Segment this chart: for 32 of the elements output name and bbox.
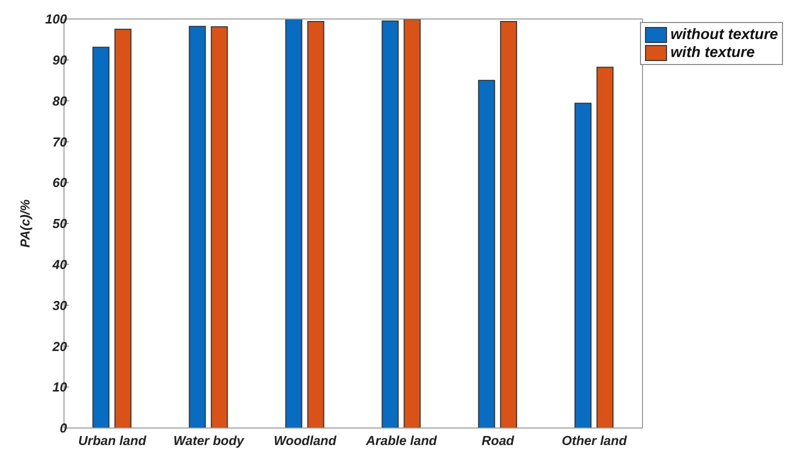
bar bbox=[188, 26, 206, 428]
x-tick-label: Road bbox=[482, 433, 516, 448]
y-tick-label: 60 bbox=[52, 175, 68, 190]
bar bbox=[382, 20, 399, 428]
legend-label: with texture bbox=[670, 44, 755, 61]
y-tick-label: 80 bbox=[52, 93, 68, 108]
legend-label: without texture bbox=[670, 26, 778, 43]
x-tick-label: Water body bbox=[173, 433, 245, 448]
bar bbox=[114, 28, 132, 428]
y-tick-label: 100 bbox=[45, 12, 68, 27]
y-tick-label: 20 bbox=[52, 338, 68, 354]
bar bbox=[500, 20, 518, 428]
bar bbox=[404, 19, 421, 428]
bar bbox=[307, 20, 324, 428]
x-tick-label: Other land bbox=[562, 433, 628, 448]
y-tick-label: 70 bbox=[52, 134, 68, 150]
x-tick-label: Urban land bbox=[78, 433, 148, 448]
y-tick-label: 10 bbox=[52, 380, 68, 395]
y-tick-label: 0 bbox=[60, 420, 68, 436]
y-tick-label: 40 bbox=[52, 257, 68, 272]
y-tick-label: 50 bbox=[52, 216, 68, 232]
bar bbox=[478, 80, 496, 428]
bar bbox=[92, 46, 110, 428]
x-tick-label: Woodland bbox=[274, 433, 338, 448]
y-tick-label: 90 bbox=[52, 52, 68, 68]
y-axis-title: PA(c)/% bbox=[18, 198, 33, 248]
bar bbox=[574, 102, 592, 428]
bar bbox=[596, 66, 614, 428]
y-tick-label: 30 bbox=[52, 298, 68, 313]
bar bbox=[210, 26, 228, 428]
bar bbox=[285, 19, 302, 428]
x-tick-label: Arable land bbox=[365, 433, 438, 448]
